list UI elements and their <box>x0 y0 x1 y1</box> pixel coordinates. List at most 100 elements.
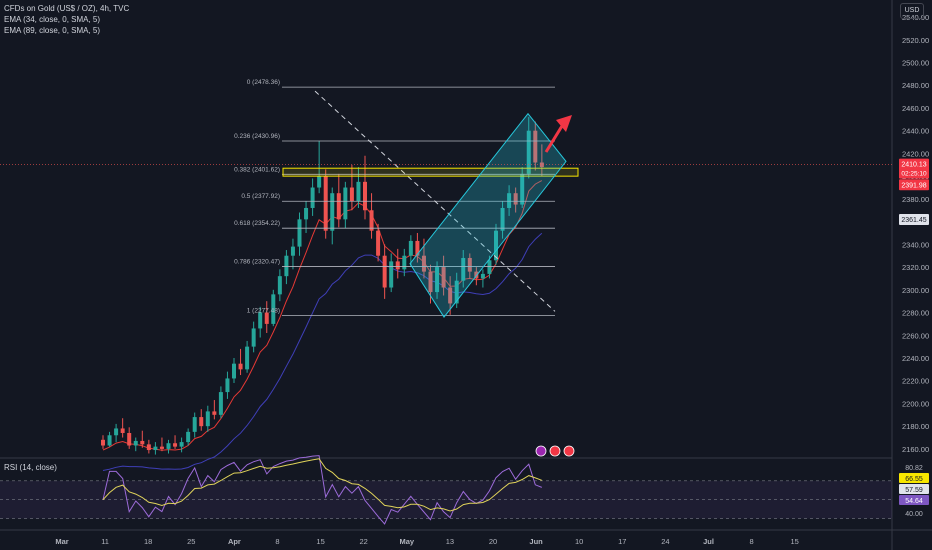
bullish-arrow-shaft <box>544 125 564 153</box>
rsi-label-box <box>899 484 929 494</box>
ema34-legend[interactable]: EMA (34, close, 0, SMA, 5) <box>4 15 101 24</box>
candle-body <box>127 432 132 446</box>
countdown-label: 02:25:10 <box>901 171 927 178</box>
price-tick-label: 2160.00 <box>902 445 929 454</box>
candle-body <box>330 193 335 231</box>
candle-body <box>448 287 453 304</box>
candle-body <box>415 240 420 256</box>
ema89-legend[interactable]: EMA (89, close, 0, SMA, 5) <box>4 26 101 35</box>
candle-body <box>245 346 250 370</box>
time-axis[interactable]: Mar 11 18 25 Apr 8 15 22 May 13 20 Jun 10 17 24 Jul 8 15 <box>55 537 799 546</box>
candle-body <box>402 255 407 270</box>
candle-body <box>258 312 263 329</box>
candle-body <box>205 411 210 427</box>
candle-body <box>369 210 374 231</box>
time-tick-label: 20 <box>489 537 497 546</box>
ascending-channel <box>409 112 567 318</box>
fibonacci-retracement[interactable]: 0 (2478.36) 0.236 (2430.96) 0.382 (2401.62… <box>234 79 556 316</box>
price-tick-label: 2220.00 <box>902 377 929 386</box>
candle-body <box>356 181 361 202</box>
rsi-legend[interactable]: RSI (14, close) <box>4 463 57 472</box>
time-tick-label: 8 <box>275 537 279 546</box>
time-tick-label: 18 <box>144 537 152 546</box>
candle-body <box>232 363 236 379</box>
rsi-tick-label: 54.64 <box>905 498 923 505</box>
price-tick-label: 2480.00 <box>902 81 929 90</box>
candle-body <box>284 255 289 277</box>
currency-button[interactable]: USD <box>900 3 924 19</box>
price-label-value: 2410.13 <box>901 162 926 169</box>
rsi-tick-label: 57.59 <box>905 487 923 494</box>
annotations[interactable] <box>0 112 892 457</box>
time-tick-label: 8 <box>750 537 754 546</box>
price-tick-label: 2240.00 <box>902 354 929 363</box>
candle-body <box>186 431 191 443</box>
ema34-line <box>102 180 543 451</box>
price-axis[interactable]: 2540.00 2520.00 2500.00 2480.00 2460.00 2440.… <box>899 13 929 454</box>
candle-body <box>500 207 505 231</box>
rsi-tick-label: 66.55 <box>905 476 923 483</box>
candle-body <box>408 240 413 256</box>
candle-body <box>435 267 440 293</box>
chart-legend: CFDs on Gold (US$ / OZ), 4h, TVC EMA (34… <box>4 3 129 36</box>
candle-body <box>487 260 492 274</box>
ema89-line <box>102 232 543 471</box>
time-tick-label: Apr <box>228 537 241 546</box>
candle-body <box>120 428 125 433</box>
rsi-label-box <box>899 473 929 483</box>
fib-level-label: 0.5 (2377.92) <box>241 193 280 200</box>
time-tick-label: 15 <box>791 537 799 546</box>
candle-body <box>382 255 387 288</box>
fib-level-label: 0.786 (2320.47) <box>234 259 280 266</box>
candle-body <box>507 193 512 208</box>
candle-body <box>494 230 498 261</box>
bullish-arrow-head <box>556 115 572 132</box>
price-tick-label: 2340.00 <box>902 240 929 249</box>
candle-body <box>271 294 276 324</box>
price-label-value: 2391.98 <box>901 182 926 189</box>
time-tick-label: 24 <box>661 537 669 546</box>
rsi-panel[interactable]: 80.82 66.55 57.59 54.64 40.00 <box>0 455 929 525</box>
candle-body <box>428 271 433 293</box>
price-tick-label: 2320.00 <box>902 263 929 272</box>
time-tick-label: Mar <box>55 537 68 546</box>
rsi-tick-label: 40.00 <box>905 511 923 518</box>
candle-body <box>251 328 256 347</box>
time-tick-label: 22 <box>360 537 368 546</box>
fib-level-label: 0.236 (2430.96) <box>234 133 280 140</box>
fib-trend-line <box>314 90 556 312</box>
candle-body <box>317 176 322 188</box>
price-tick-label: 2460.00 <box>902 104 929 113</box>
price-label-value: 2361.45 <box>901 217 926 224</box>
candle-body <box>297 219 302 247</box>
candle-body <box>349 187 354 202</box>
flag-icon <box>549 445 561 457</box>
candles[interactable] <box>101 117 544 455</box>
candle-body <box>153 446 158 451</box>
candle-body <box>199 417 204 427</box>
price-tick-label: 2200.00 <box>902 399 929 408</box>
candle-body <box>363 181 367 211</box>
candle-body <box>343 187 348 220</box>
time-tick-label: May <box>400 537 415 546</box>
lightning-icon <box>535 445 547 457</box>
price-tick-label: 2520.00 <box>902 36 929 45</box>
ema-lines <box>102 180 543 471</box>
price-tick-label: 2180.00 <box>902 422 929 431</box>
flag-icon <box>563 445 575 457</box>
candle-body <box>264 312 269 324</box>
candle-body <box>133 440 138 446</box>
candle-body <box>218 392 223 415</box>
candle-body <box>461 257 466 281</box>
resistance-zone <box>282 167 579 177</box>
time-tick-label: 13 <box>446 537 454 546</box>
candle-body <box>526 130 531 174</box>
candle-body <box>467 257 472 272</box>
price-tick-label: 2280.00 <box>902 309 929 318</box>
candle-body <box>225 378 230 393</box>
price-label-box <box>899 158 929 179</box>
symbol-title[interactable]: CFDs on Gold (US$ / OZ), 4h, TVC <box>4 4 130 13</box>
rsi-ma-line <box>102 458 542 512</box>
